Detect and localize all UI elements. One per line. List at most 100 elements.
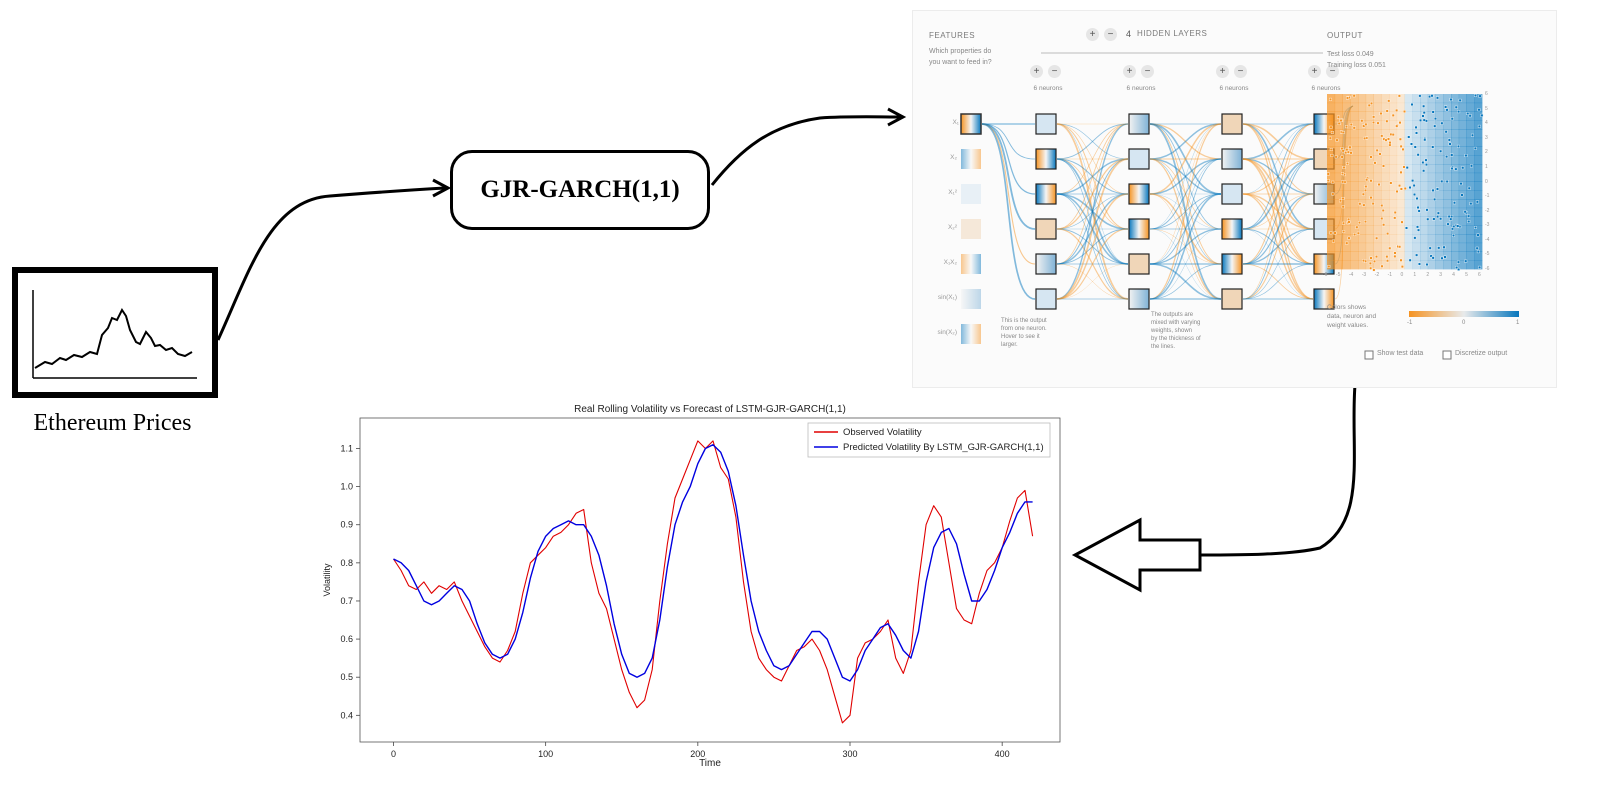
network-edge <box>1149 123 1222 265</box>
heatmap-cell <box>1420 146 1429 156</box>
remove-layer-button[interactable]: − <box>1104 28 1117 41</box>
network-edge <box>1056 123 1129 265</box>
show-test-data-checkbox[interactable] <box>1364 350 1374 360</box>
output-heatmap <box>1326 94 1484 272</box>
hidden-neuron[interactable] <box>1221 113 1243 135</box>
heatmap-point <box>1450 214 1454 218</box>
hidden-neuron[interactable] <box>1035 253 1057 275</box>
add-neuron-button[interactable]: + <box>1123 65 1136 78</box>
heatmap-cell <box>1327 234 1336 244</box>
hidden-neuron[interactable] <box>1128 288 1150 310</box>
network-edge <box>1242 263 1314 300</box>
remove-neuron-button[interactable]: − <box>1048 65 1061 78</box>
hidden-neuron[interactable] <box>1221 253 1243 275</box>
input-feature-node[interactable] <box>960 113 982 135</box>
heatmap-point <box>1369 196 1373 200</box>
hidden-neuron[interactable] <box>1035 218 1057 240</box>
heatmap-point <box>1401 147 1405 151</box>
heatmap-cell <box>1342 172 1351 182</box>
input-feature-node[interactable] <box>961 184 981 204</box>
hidden-neuron[interactable] <box>1035 148 1057 170</box>
network-edge <box>1149 123 1222 300</box>
input-feature-node[interactable] <box>961 254 981 274</box>
heatmap-x-tick: -3 <box>1361 272 1367 278</box>
discretize-output-checkbox[interactable] <box>1442 350 1452 360</box>
heatmap-cell <box>1334 155 1343 165</box>
heatmap-point <box>1418 262 1421 266</box>
heatmap-cell <box>1427 120 1436 130</box>
heatmap-cell <box>1365 102 1374 112</box>
heatmap-point <box>1341 172 1344 176</box>
hidden-neuron[interactable] <box>1128 218 1150 240</box>
heatmap-cell <box>1458 251 1467 261</box>
network-edge <box>1242 193 1314 300</box>
heatmap-point <box>1380 264 1384 268</box>
hidden-neuron[interactable] <box>1128 183 1150 205</box>
heatmap-point <box>1476 233 1480 237</box>
heatmap-cell <box>1358 199 1367 209</box>
heatmap-point <box>1471 133 1474 137</box>
legend-tick-neg: -1 <box>1407 320 1413 326</box>
heatmap-point <box>1362 124 1366 128</box>
hidden-neuron[interactable] <box>1221 148 1243 170</box>
add-neuron-button[interactable]: + <box>1308 65 1321 78</box>
heatmap-cell <box>1358 102 1367 112</box>
heatmap-cell <box>1350 146 1359 156</box>
heatmap-cell <box>1420 251 1429 261</box>
add-layer-button[interactable]: + <box>1086 28 1099 41</box>
hidden-neuron[interactable] <box>1221 288 1243 310</box>
heatmap-y-tick: 1 <box>1485 163 1488 170</box>
network-edge <box>1149 158 1222 195</box>
remove-neuron-button[interactable]: − <box>1326 65 1339 78</box>
network-edge <box>1149 123 1222 230</box>
heatmap-point <box>1448 142 1452 146</box>
heatmap-cell <box>1420 172 1429 182</box>
heatmap-cell <box>1396 120 1405 130</box>
hidden-neuron[interactable] <box>1128 148 1150 170</box>
heatmap-cell <box>1358 111 1367 121</box>
input-feature-node[interactable] <box>961 289 981 309</box>
heatmap-point <box>1422 111 1426 115</box>
hidden-neuron[interactable] <box>1035 183 1057 205</box>
input-feature-node[interactable] <box>961 149 981 169</box>
network-edge <box>981 123 1036 195</box>
hidden-neuron[interactable] <box>1035 113 1057 135</box>
heatmap-y-tick: 3 <box>1485 134 1488 141</box>
hidden-neuron[interactable] <box>1313 288 1335 310</box>
add-neuron-button[interactable]: + <box>1216 65 1229 78</box>
heatmap-cell <box>1396 137 1405 147</box>
x-tick-label: 300 <box>842 749 857 759</box>
training-loss: Training loss 0.051 <box>1327 62 1386 69</box>
hidden-neuron[interactable] <box>1128 113 1150 135</box>
heatmap-cell <box>1365 129 1374 139</box>
heatmap-cell <box>1412 260 1421 270</box>
remove-neuron-button[interactable]: − <box>1141 65 1154 78</box>
heatmap-cell <box>1350 120 1359 130</box>
heatmap-cell <box>1350 216 1359 226</box>
heatmap-cell <box>1451 181 1460 191</box>
heatmap-point <box>1428 246 1432 250</box>
heatmap-point <box>1342 165 1346 169</box>
input-feature-node[interactable] <box>961 324 981 344</box>
heatmap-cell <box>1358 94 1367 104</box>
hidden-neuron[interactable] <box>1221 218 1243 240</box>
heatmap-cell <box>1327 120 1336 130</box>
hidden-neuron[interactable] <box>1128 253 1150 275</box>
hidden-neuron[interactable] <box>1035 288 1057 310</box>
heatmap-point <box>1407 135 1411 139</box>
heatmap-cell <box>1342 216 1351 226</box>
hidden-neuron[interactable] <box>1221 183 1243 205</box>
heatmap-cell <box>1443 251 1452 261</box>
predicted-volatility-line <box>393 444 1033 682</box>
heatmap-point <box>1329 97 1332 101</box>
add-neuron-button[interactable]: + <box>1030 65 1043 78</box>
heatmap-cell <box>1373 190 1382 200</box>
input-feature-node[interactable] <box>961 219 981 239</box>
remove-neuron-button[interactable]: − <box>1234 65 1247 78</box>
network-edge <box>1242 123 1314 265</box>
heatmap-point <box>1399 170 1403 174</box>
heatmap-cell <box>1334 234 1343 244</box>
heatmap-point <box>1437 246 1441 250</box>
heatmap-point <box>1442 245 1446 249</box>
heatmap-cell <box>1365 155 1374 165</box>
